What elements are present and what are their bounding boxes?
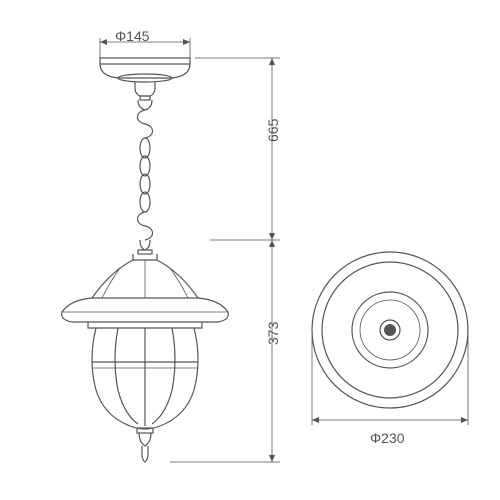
bottom-view-dimension [312,335,468,425]
bottom-view [312,252,468,408]
canopy [100,58,190,110]
right-dimensions [170,58,280,462]
drawing-svg [0,0,500,500]
lantern-roof-brim [62,298,229,322]
chain [138,110,153,240]
technical-drawing: Φ145 665 373 Φ230 [0,0,500,500]
bottom-finial [137,428,153,462]
lantern-body [88,322,202,429]
lantern-top [92,240,198,298]
